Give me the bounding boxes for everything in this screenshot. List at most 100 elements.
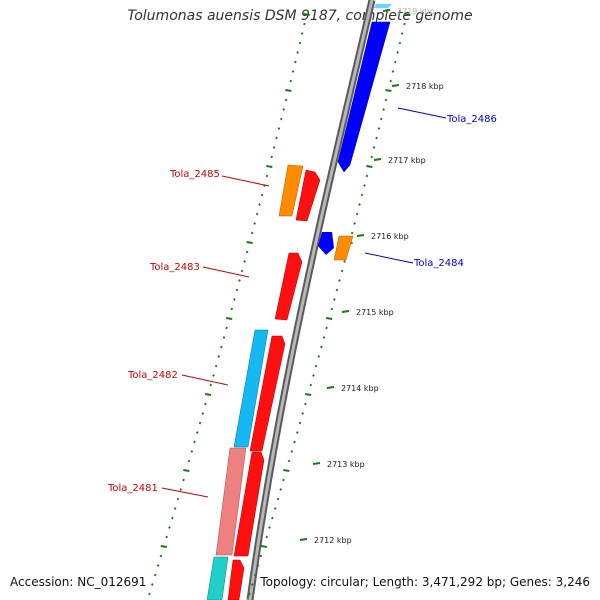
kbp-labels: 2719 kbp 2718 kbp 2717 kbp 2716 kbp 2715 kbp… [299, 7, 444, 545]
gene-features [206, 4, 392, 600]
tick-rings [148, 13, 410, 596]
gene-tola-2485-red[interactable] [295, 169, 321, 222]
tick-mark [179, 488, 183, 491]
gene-labels: Tola_2486 Tola_2485 Tola_2484 Tola_2483 … [107, 114, 497, 494]
kbp-label: 2714 kbp [341, 384, 379, 393]
tick-mark [201, 412, 205, 415]
tick-mark [366, 165, 373, 168]
tick-mark [282, 478, 285, 482]
tick-mark [293, 440, 296, 444]
gene-label-tola-2484[interactable]: Tola_2484 [413, 258, 464, 269]
tick-mark [400, 32, 404, 35]
tick-mark [276, 497, 280, 501]
tick-mark [279, 117, 283, 121]
tick-mark [283, 469, 290, 472]
gene-tola-2486[interactable] [337, 21, 391, 173]
kbp-label: 2718 kbp [406, 82, 444, 91]
gene-label-tola-2483[interactable]: Tola_2483 [149, 262, 200, 273]
tick-mark [279, 488, 283, 491]
tick-mark [204, 393, 212, 396]
gene-tola-2481-red[interactable] [233, 451, 265, 557]
tick-mark [343, 260, 346, 263]
tick-mark [284, 98, 288, 102]
tick-mark [320, 345, 323, 349]
gene-tola-2481[interactable] [215, 447, 247, 556]
tick-mark [260, 545, 267, 548]
gene-label-tola-2481[interactable]: Tola_2481 [107, 483, 158, 494]
kbp-tick [341, 310, 350, 313]
tick-mark [314, 364, 318, 368]
tick-mark [270, 155, 274, 159]
tick-mark [317, 355, 321, 358]
tick-mark [217, 355, 221, 358]
tick-mark [198, 421, 202, 425]
tick-mark [170, 516, 174, 520]
tick-mark [393, 60, 397, 64]
tick-mark [255, 212, 259, 216]
kbp-label: 2717 kbp [388, 156, 426, 165]
gene-tola-2485-orange[interactable] [278, 164, 304, 217]
tick-mark [168, 526, 171, 529]
tick-mark [309, 383, 313, 387]
tick-mark [398, 41, 402, 45]
gene-label-tola-2485[interactable]: Tola_2485 [169, 169, 220, 180]
tick-mark [290, 450, 294, 453]
kbp-label: 2719 kbp [397, 7, 435, 16]
gene-label-tola-2486[interactable]: Tola_2486 [446, 114, 497, 125]
tick-mark [375, 136, 378, 140]
tick-mark [338, 279, 341, 282]
tick-mark [182, 478, 185, 482]
tick-mark [384, 98, 388, 102]
tick-mark [265, 174, 269, 178]
gene-tola-2482[interactable] [233, 329, 269, 448]
tick-mark [365, 174, 369, 178]
tick-mark [291, 70, 295, 73]
gene-fragment-top[interactable] [374, 4, 392, 8]
kbp-tick [299, 538, 308, 541]
tick-mark [379, 117, 383, 121]
tick-mark [190, 450, 194, 453]
tick-mark [403, 22, 406, 26]
tick-mark [335, 288, 339, 292]
kbp-tick [373, 158, 382, 161]
tick-mark [391, 70, 395, 73]
tick-mark [396, 51, 399, 54]
tick-mark [165, 535, 168, 539]
tick-mark [295, 431, 299, 434]
gene-tola-2483[interactable] [274, 252, 303, 321]
tick-mark [272, 146, 276, 149]
gene-teal-bottom[interactable] [206, 556, 229, 600]
tick-mark [230, 307, 234, 311]
tick-mark [265, 535, 268, 539]
gene-tola-2484-blue[interactable] [318, 232, 334, 255]
tick-mark [253, 222, 256, 225]
gene-tola-2484-orange[interactable] [333, 235, 354, 261]
tick-mark [260, 193, 264, 197]
tick-mark [222, 336, 226, 339]
kbp-tick [391, 84, 400, 87]
tick-mark [245, 250, 249, 254]
tick-mark [277, 127, 281, 130]
tick-mark [287, 459, 291, 463]
tick-mark [235, 288, 239, 292]
kbp-tick [312, 462, 321, 465]
tick-mark [246, 241, 253, 244]
tick-mark [270, 516, 274, 520]
tick-mark [304, 393, 312, 396]
tick-mark [226, 317, 233, 320]
tick-mark [350, 231, 354, 235]
tick-mark [340, 269, 344, 273]
gene-label-tola-2482[interactable]: Tola_2482 [127, 370, 178, 381]
tick-mark [303, 22, 306, 26]
tick-mark [282, 108, 286, 111]
tick-mark [173, 507, 177, 510]
tick-mark [156, 564, 160, 567]
tick-mark [193, 440, 196, 444]
tick-mark [289, 79, 293, 83]
tick-mark [258, 203, 261, 206]
tick-mark [355, 212, 359, 216]
gene-tola-2482-red[interactable] [249, 335, 286, 452]
tick-mark [204, 402, 207, 406]
tick-mark [148, 592, 151, 596]
gene-red-bottom[interactable] [227, 559, 245, 600]
